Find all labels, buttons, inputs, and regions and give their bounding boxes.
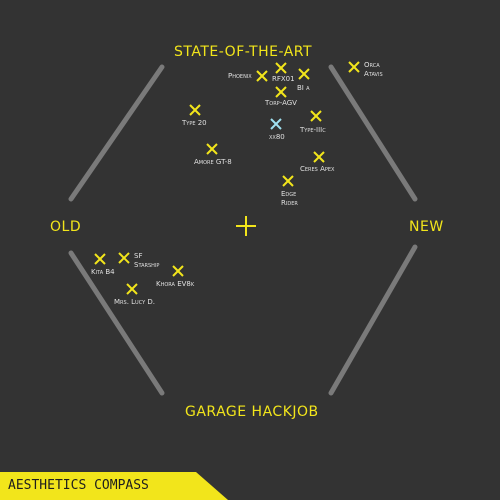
- footer-banner: [0, 472, 228, 500]
- item-marker: [126, 283, 138, 295]
- item-label: Amore GT-8: [194, 158, 232, 166]
- item-marker: [189, 104, 201, 116]
- item-marker: [206, 143, 218, 155]
- item-marker: [282, 175, 294, 187]
- diagram-title: AESTHETICS COMPASS: [8, 478, 149, 493]
- axis-label-right: NEW: [409, 219, 444, 235]
- edge-bottom-right: [328, 244, 418, 396]
- item-marker: [94, 253, 106, 265]
- item-label: xx80: [269, 133, 285, 141]
- item-marker: [275, 62, 287, 74]
- item-marker: [270, 118, 282, 130]
- item-label: Mrs. Lucy D.: [114, 298, 155, 306]
- axis-label-left: OLD: [50, 219, 82, 235]
- item-label: Phoenix: [228, 72, 252, 80]
- edge-top-left: [68, 64, 165, 202]
- item-marker: [275, 86, 287, 98]
- item-label: SF Starship: [134, 252, 160, 269]
- item-marker: [348, 61, 360, 73]
- item-marker: [313, 151, 325, 163]
- edge-top-right: [328, 64, 418, 202]
- item-marker: [310, 110, 322, 122]
- item-label: Kita B4: [91, 268, 115, 276]
- item-marker: [298, 68, 310, 80]
- item-label: Type-IIIc: [300, 126, 326, 134]
- item-marker: [118, 252, 130, 264]
- item-label: Torp-AGV: [265, 99, 297, 107]
- edge-bottom-left: [68, 250, 165, 396]
- item-label: Edge Rider: [281, 190, 298, 207]
- item-label: Type 20: [182, 119, 207, 127]
- item-label: Khora EV8k: [156, 280, 195, 288]
- item-label: Orca Atavis: [364, 61, 383, 78]
- axis-label-bottom: GARAGE HACKJOB: [185, 404, 319, 420]
- item-marker: [172, 265, 184, 277]
- item-marker: [256, 70, 268, 82]
- item-label: RFX01: [272, 75, 295, 83]
- axis-label-top: STATE-OF-THE-ART: [174, 44, 313, 60]
- item-label: Ceres Apex: [300, 165, 335, 173]
- item-label: BI α: [297, 84, 310, 92]
